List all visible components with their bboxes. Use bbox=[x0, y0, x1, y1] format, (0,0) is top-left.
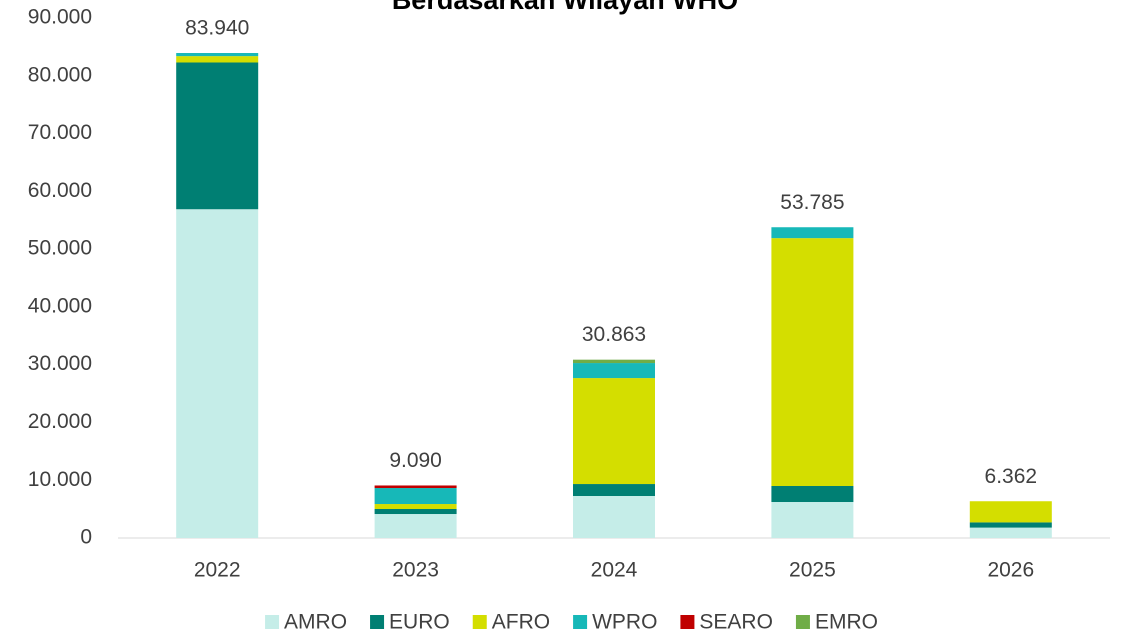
bar-segment bbox=[771, 502, 854, 538]
legend-label: EURO bbox=[389, 611, 450, 634]
x-tick-label: 2022 bbox=[194, 559, 241, 582]
bar-segment bbox=[771, 227, 854, 239]
bar-segment bbox=[771, 238, 854, 486]
legend-label: WPRO bbox=[592, 611, 657, 634]
y-tick-label: 30.000 bbox=[28, 352, 92, 375]
legend-swatch bbox=[370, 615, 385, 629]
y-tick-label: 80.000 bbox=[28, 63, 92, 86]
x-tick-label: 2024 bbox=[591, 559, 638, 582]
y-tick-label: 90.000 bbox=[28, 6, 92, 29]
bar-segment bbox=[374, 485, 457, 489]
bar-segment bbox=[969, 522, 1052, 528]
x-tick-label: 2026 bbox=[987, 559, 1034, 582]
x-tick-label: 2023 bbox=[392, 559, 439, 582]
y-tick-label: 20.000 bbox=[28, 410, 92, 433]
bar-segment bbox=[771, 486, 854, 503]
legend-label: SEARO bbox=[699, 611, 773, 634]
bar-segment bbox=[176, 53, 259, 57]
y-tick-label: 40.000 bbox=[28, 294, 92, 317]
bar-segment bbox=[374, 504, 457, 509]
chart-title: Berdasarkan Wilayah WHO bbox=[392, 0, 738, 15]
bar-segment bbox=[176, 56, 259, 63]
bar-segment bbox=[374, 488, 457, 505]
legend-swatch bbox=[795, 615, 810, 629]
bar-segment bbox=[969, 501, 1052, 523]
bar-segment bbox=[573, 378, 655, 485]
bar-segment bbox=[969, 527, 1052, 538]
total-label: 83.940 bbox=[185, 17, 249, 40]
y-tick-label: 10.000 bbox=[28, 468, 92, 491]
y-tick-label: 60.000 bbox=[28, 179, 92, 202]
bar-segment bbox=[374, 508, 457, 515]
bar-segment bbox=[573, 484, 655, 496]
legend-swatch bbox=[573, 615, 588, 629]
legend-swatch bbox=[265, 615, 280, 629]
bar-segment bbox=[176, 209, 259, 538]
total-label: 9.090 bbox=[389, 449, 442, 472]
total-label: 53.785 bbox=[780, 191, 844, 214]
bar-segment bbox=[573, 359, 655, 364]
bar-segment bbox=[176, 62, 259, 210]
legend-label: EMRO bbox=[815, 611, 878, 634]
total-label: 30.863 bbox=[582, 323, 646, 346]
bar-segment bbox=[573, 363, 655, 379]
y-tick-label: 70.000 bbox=[28, 121, 92, 144]
bar-segment bbox=[573, 495, 655, 538]
legend-swatch bbox=[680, 615, 695, 629]
y-tick-label: 0 bbox=[80, 526, 92, 549]
legend-swatch bbox=[472, 615, 487, 629]
y-tick-label: 50.000 bbox=[28, 237, 92, 260]
legend-label: AFRO bbox=[492, 611, 550, 634]
legend-label: AMRO bbox=[284, 611, 347, 634]
x-tick-label: 2025 bbox=[789, 559, 836, 582]
total-label: 6.362 bbox=[985, 465, 1038, 488]
bar-segment bbox=[374, 514, 457, 538]
